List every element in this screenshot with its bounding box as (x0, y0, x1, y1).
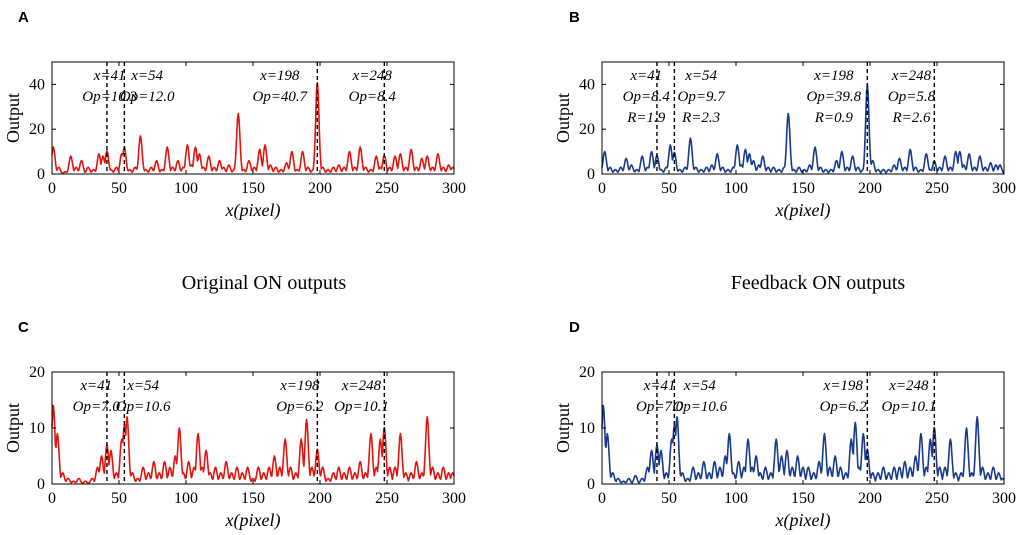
x-tick-label: 0 (598, 180, 606, 197)
series-line (51, 82, 455, 175)
x-tick-label: 250 (925, 490, 949, 507)
annotation-text: Op=10.6 (116, 399, 171, 415)
x-tick-label: 0 (598, 490, 606, 507)
y-axis-label: Output (3, 93, 23, 143)
panel-a: A 0 50 100 150 200 250 300 0 20 40 x(pixel) Output x=… (3, 9, 466, 221)
annotation-text: x=248 (352, 68, 393, 84)
y-tick-label: 10 (579, 420, 595, 437)
annotation-text: x=54 (126, 378, 159, 394)
y-axis-label: Output (3, 403, 23, 453)
x-tick-label: 50 (661, 490, 677, 507)
x-axis-label: x(pixel) (225, 200, 281, 221)
x-tick-label: 300 (992, 490, 1016, 507)
y-tick-label: 0 (37, 476, 45, 493)
x-tick-label: 100 (174, 490, 198, 507)
annotation-text: Op=10.3 (82, 89, 137, 105)
x-tick-label: 150 (241, 180, 265, 197)
x-tick-label: 0 (48, 490, 56, 507)
annotation-text: Op=7.0 (73, 399, 121, 415)
annotation-text: R=2.3 (681, 110, 720, 126)
x-tick-label: 200 (858, 180, 882, 197)
series-line (601, 404, 1005, 484)
y-tick-label: 20 (29, 364, 45, 381)
x-tick-label: 300 (442, 490, 466, 507)
x-tick-label: 250 (375, 180, 399, 197)
x-tick-label: 100 (724, 490, 748, 507)
annotation-text: R=2.6 (892, 110, 932, 126)
x-tick-label: 250 (925, 180, 949, 197)
annotation-text: Op=10.6 (672, 399, 727, 415)
annotation-text: Op=7.0 (636, 399, 684, 415)
annotation-text: Op=5.8 (888, 89, 936, 105)
annotation-text: Op=12.0 (120, 89, 175, 105)
annotation-text: x=198 (823, 378, 864, 394)
x-tick-label: 300 (442, 180, 466, 197)
x-tick-label: 200 (858, 490, 882, 507)
annotation-text: Op=10.1 (334, 399, 389, 415)
y-tick-label: 20 (579, 121, 595, 138)
annotation-text: x=248 (891, 68, 932, 84)
x-tick-label: 150 (241, 490, 265, 507)
panel-letter: B (569, 9, 580, 26)
annotation-text: Op=6.2 (276, 399, 324, 415)
series-line (51, 404, 455, 484)
annotation-text: x=41 (93, 68, 126, 84)
row-title-original: Original ON outputs (182, 272, 347, 294)
y-tick-label: 40 (579, 76, 595, 93)
annotation-text: x=41 (643, 378, 676, 394)
panel-letter: C (18, 319, 29, 336)
x-tick-label: 150 (791, 490, 815, 507)
y-tick-label: 40 (29, 76, 45, 93)
y-tick-label: 20 (579, 364, 595, 381)
annotation-text: x=54 (684, 68, 717, 84)
annotation-text: x=54 (683, 378, 716, 394)
x-tick-label: 150 (791, 180, 815, 197)
y-axis-label: Output (553, 93, 573, 143)
annotation-text: Op=8.4 (623, 89, 671, 105)
annotation-text: x=248 (341, 378, 382, 394)
x-tick-label: 200 (308, 180, 332, 197)
y-tick-label: 0 (587, 476, 595, 493)
panel-d: D 0 50 100 150 200 250 300 0 10 20 x(pixel) Output x=… (553, 319, 1016, 531)
y-tick-label: 10 (29, 420, 45, 437)
annotation-text: Op=39.8 (806, 89, 861, 105)
panel-letter: A (18, 9, 29, 26)
annotation-text: x=198 (259, 68, 300, 84)
annotation-text: Op=9.7 (678, 89, 727, 105)
annotation-text: R=0.9 (814, 110, 854, 126)
panel-b: B 0 50 100 150 200 250 300 0 20 40 x(pixel) Output x=… (553, 9, 1016, 221)
x-axis-label: x(pixel) (775, 200, 831, 221)
panel-letter: D (569, 319, 580, 336)
annotation-text: Op=8.4 (349, 89, 397, 105)
x-tick-label: 250 (375, 490, 399, 507)
annotation-text: x=41 (629, 68, 662, 84)
x-tick-label: 50 (111, 180, 127, 197)
x-tick-label: 200 (308, 490, 332, 507)
annotation-text: x=41 (79, 378, 112, 394)
y-tick-label: 0 (37, 166, 45, 183)
annotation-text: R=1.9 (626, 110, 666, 126)
panel-c: C 0 50 100 150 200 250 300 0 10 20 x(pixel) Output x=… (3, 319, 466, 531)
y-tick-label: 20 (29, 121, 45, 138)
annotation-text: x=54 (130, 68, 163, 84)
row-title-feedback: Feedback ON outputs (731, 272, 906, 294)
x-tick-label: 50 (661, 180, 677, 197)
x-tick-label: 300 (992, 180, 1016, 197)
x-axis-label: x(pixel) (775, 510, 831, 531)
x-tick-label: 50 (111, 490, 127, 507)
annotation-text: Op=6.2 (820, 399, 868, 415)
y-axis-label: Output (553, 403, 573, 453)
annotation-text: x=198 (279, 378, 320, 394)
x-tick-label: 100 (724, 180, 748, 197)
annotation-text: Op=40.7 (252, 89, 308, 105)
x-tick-label: 0 (48, 180, 56, 197)
x-tick-label: 100 (174, 180, 198, 197)
annotation-text: Op=10.1 (882, 399, 937, 415)
y-tick-label: 0 (587, 166, 595, 183)
x-axis-label: x(pixel) (225, 510, 281, 531)
annotation-text: x=198 (813, 68, 854, 84)
annotation-text: x=248 (888, 378, 929, 394)
